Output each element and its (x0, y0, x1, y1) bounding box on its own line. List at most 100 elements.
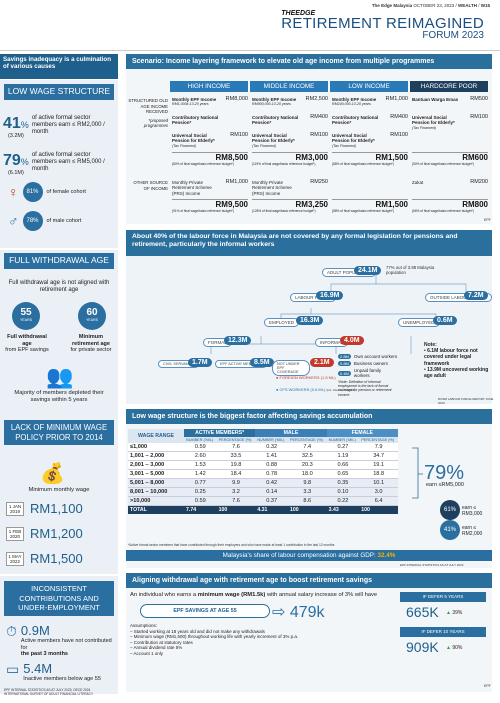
min-wage-row: 1 MAY 2022 RM1,500 (6, 546, 114, 571)
full-withdrawal-panel (0, 250, 118, 440)
col-middle: MIDDLE INCOME (250, 81, 328, 92)
defer5-label: IF DEFER 5 YEARS (400, 592, 486, 602)
income-item: Contributory National Pension* RM400 (252, 114, 328, 126)
formal-value: 12.3M (224, 336, 252, 345)
other-income: Monthly Private Retirement Scheme (PRS) … (252, 179, 328, 196)
brand-subtitle: FORUM 2023 (422, 30, 484, 41)
female-icon: ♀ (8, 184, 19, 200)
table-row: 3,001 – 5,000 1.42 18.4 0.78 18.0 0.65 18.8 (128, 469, 398, 479)
header-rule (0, 50, 500, 51)
civil-value: 1.7M (188, 358, 212, 367)
male-cohort: ♂ 78% of male cohort (8, 211, 82, 231)
age-60-label: Minimum retirement age for private sector (70, 334, 112, 353)
adult-pop-value: 24.1M (354, 266, 382, 275)
inactive-below-55: ▭ 5.4M Inactive members below age 55 (6, 661, 101, 682)
inactive-3m: ⏱ 0.9M Active members have not contribute… (6, 623, 112, 657)
labour-notes: Note: • 6.1M labour force not covered un… (424, 342, 489, 380)
informal-item: 0.4M Unpaid family workers (338, 368, 382, 378)
assumption-item: – Annual dividend rate 5% (130, 645, 183, 650)
employed-label: EMPLOYED (264, 318, 300, 327)
brand-logo: THEEDGE (281, 10, 316, 17)
forum-brand: THEEDGE RETIREMENT REIMAGINED FORUM 2023 (281, 10, 484, 41)
full-withdrawal-title: FULL WITHDRAWAL AGE (4, 253, 114, 269)
left-source: EPF INTERNAL STATISTICS AS AT JULY 2023;… (4, 688, 94, 696)
wage-range-header: WAGE RANGE (128, 429, 184, 443)
align-intro: An individual who earns a minimum wage (… (130, 592, 378, 598)
clock-icon: ⏱ (6, 623, 17, 639)
income-item: Monthly EPF Income RM240,000-13-20 years R… (332, 96, 408, 107)
subtotal: RM600 (50% of final wage/basic reference … (412, 152, 488, 166)
scenario-columns: HIGH INCOME MIDDLE INCOME LOW INCOME HAR… (126, 81, 488, 92)
group-male: MALE (255, 429, 327, 437)
scenario-col-poor: Bantuan Warga Emas RM500 Universal Social … (412, 96, 488, 135)
labour-force-value: 16.9M (316, 291, 344, 300)
labour-title: About 40% of the labour force in Malaysi… (126, 230, 492, 256)
defer5-pct: ▲ 39% (446, 610, 463, 616)
scenario-col-low: Monthly EPF Income RM240,000-13-20 years R… (332, 96, 408, 153)
assumption-item: – Minimum wage (RM1,500) throughout work… (130, 634, 299, 639)
income-item: Monthly EPF Income RM1,000k-13-20 years RM… (172, 96, 248, 107)
total: RM3,250 (128% of final wage/basic referen… (252, 199, 328, 213)
p41-text: earn ≤ RM2,000 (462, 525, 483, 537)
not-covered-value: 2.1M (310, 358, 334, 367)
savings-label: EPF SAVINGS AT AGE 55 (140, 604, 270, 618)
cfs-workers: ● CFS WORKERS (0.6 ML) (inc. interns, co… (276, 387, 356, 392)
informal-item: 2.8M Own account workers (338, 354, 398, 359)
total: RM1,500 (88% of final wage/basic referenc… (332, 199, 408, 213)
align-title: Aligning withdrawal age with retirement … (126, 573, 492, 588)
defer10-value: 909K (406, 639, 439, 655)
up-arrow-icon: ▲ (446, 645, 451, 651)
total: RM9,500 (91% of final wage/basic referenc… (172, 199, 248, 213)
inconsistent-title: INCONSISTENT CONTRIBUTIONS AND UNDER-EMP… (4, 581, 114, 616)
min-wage-label: Minimum monthly wage (28, 487, 90, 493)
income-item: Contributory National Pension* RM400 (332, 114, 408, 126)
table-row: 5,001 – 8,000 0.77 9.9 0.42 9.8 0.35 10.1 (128, 478, 398, 488)
income-item: Contributory National Pension* (172, 115, 219, 126)
wage-title: Low wage structure is the biggest factor… (126, 409, 492, 424)
subtotal: RM1,500 (88% of final wage/basic referenc… (332, 152, 408, 166)
income-item: Monthly EPF Income RM900,000-13-20 years R… (252, 96, 328, 107)
age-55-label: Full withdrawal age from EPF savings (5, 334, 49, 353)
savings-value: ⇨ 479k (272, 604, 325, 621)
other-income: Monthly Private Retirement Scheme (PRS) … (172, 179, 248, 196)
wage-table: WAGE RANGE ACTIVE MEMBERS* MALE FEMALE N… (128, 429, 398, 514)
foreign-workers: ● FOREIGN WORKERS (1.5 ML) (276, 375, 336, 380)
align-source: EPF (484, 684, 491, 688)
employed-value: 16.3M (296, 316, 324, 325)
wage-panel (126, 424, 492, 568)
not-covered-label: NOT UNDER EPF COVERAGE (272, 360, 310, 376)
min-wage-row: 1 FEB 2020 RM1,200 (6, 521, 114, 546)
up-arrow-icon: ▲ (446, 610, 451, 616)
total-row: TOTAL 7.74 100 4.31 100 3.43 100 (128, 505, 398, 514)
outside-lf-value: 7.2M (464, 291, 488, 300)
defer5-value: 665K (406, 604, 439, 620)
col-high: HIGH INCOME (170, 81, 248, 92)
total: RM800 (66% of final wage/basic reference … (412, 199, 488, 213)
table-row: 8,001 – 10,000 0.25 3.2 0.14 3.3 0.10 3.0 (128, 487, 398, 497)
wallet-icon: ▭ (6, 661, 20, 677)
p41-circle: 41% (440, 520, 460, 540)
income-item: Universal Social Pension for Elderly* (Ta… (332, 132, 408, 148)
scenario-col-hi: Monthly EPF Income RM1,000k-13-20 years RM… (172, 96, 248, 153)
masthead-line: The Edge Malaysia OCTOBER 23, 2023 / WEA… (371, 3, 490, 8)
labour-tree-lines (210, 274, 467, 354)
wage-footnote: *Active formal sector members that have … (128, 543, 335, 547)
income-item: Universal Social Pension for Elderly* (Ta… (172, 132, 248, 148)
informal-item: 0.8M Business owners (338, 361, 388, 366)
table-row: 2,001 – 3,000 1.53 19.8 0.88 20.3 0.66 19.1 (128, 460, 398, 470)
wage-source: EPF INTERNAL STATISTICS AS AT JULY 2023 (400, 563, 464, 567)
table-row: 1,001 – 2,000 2.60 33.5 1.41 32.5 1.19 34.7 (128, 451, 398, 461)
labour-panel (126, 256, 492, 404)
labour-source: DOSM LABOUR FORCE REPORT JUNE 2023 (438, 397, 494, 405)
brand-title: RETIREMENT REIMAGINED (281, 15, 484, 32)
outside-lf-label: OUTSIDE LABOUR FORCE (425, 293, 492, 302)
row2-label: OTHER SOURCE OF INCOME (133, 180, 168, 191)
scenario-source: EPF (484, 218, 491, 222)
p79-value: 79% (424, 462, 465, 484)
assumption-item: – Account 1 only (130, 650, 164, 656)
bracket-lines (412, 447, 423, 499)
other-income: Zakat RM200 (412, 179, 488, 185)
p61-text: earn ≤ RM3,000 (462, 505, 483, 517)
stat-41: 41% (3.2M) of active formal sector member… (3, 115, 105, 139)
income-item: Universal Social Pension for Elderly* (Ta… (412, 114, 488, 130)
